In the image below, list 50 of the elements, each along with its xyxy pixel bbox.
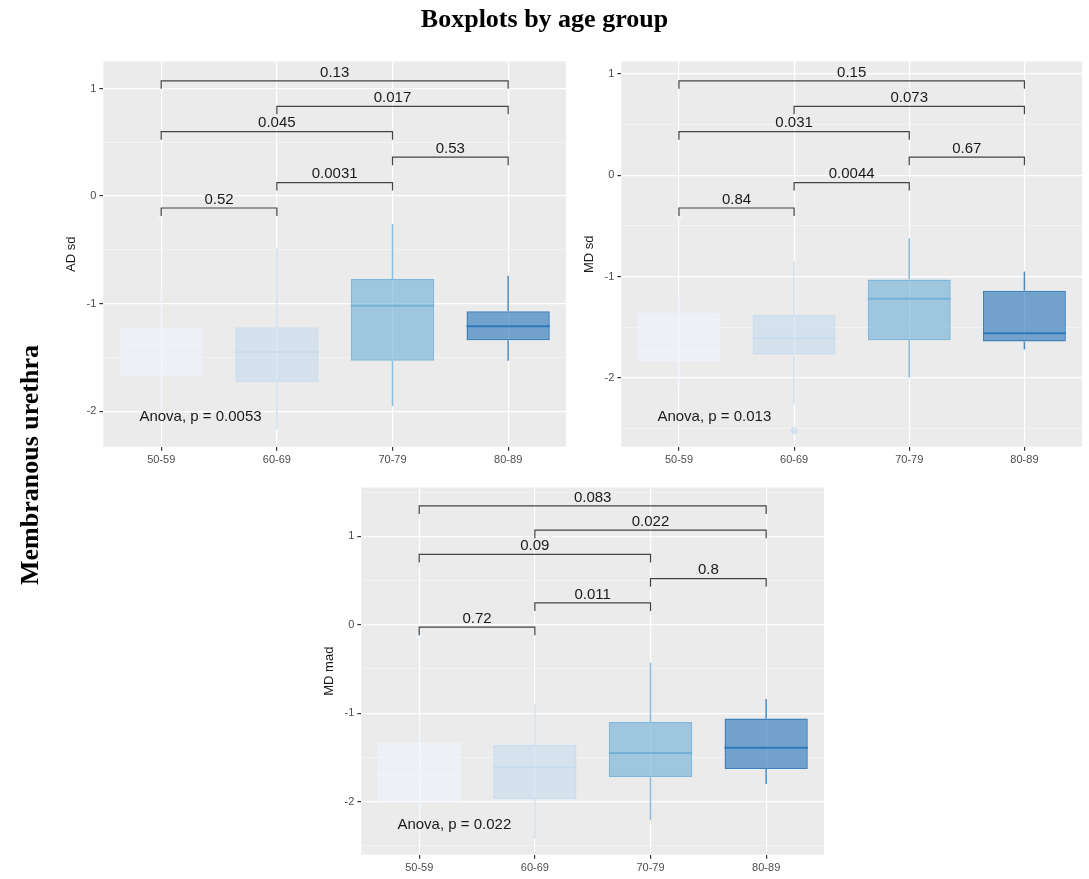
y-tick-label: -2 bbox=[86, 404, 97, 417]
annotation: 0.15 bbox=[837, 62, 867, 80]
x-tick-label: 80-89 bbox=[1010, 453, 1039, 466]
annotation: 0.13 bbox=[320, 62, 350, 80]
chart-title: Boxplots by age group bbox=[419, 4, 670, 34]
annotation: 0.022 bbox=[631, 511, 670, 529]
annotation: 0.0044 bbox=[828, 164, 875, 182]
y-tick-label: 0 bbox=[348, 617, 355, 630]
y-tick-label: 1 bbox=[608, 66, 615, 79]
annotation: 0.67 bbox=[952, 138, 982, 156]
x-tick-label: 60-69 bbox=[262, 453, 291, 466]
y-tick-label: -1 bbox=[344, 706, 355, 719]
x-tick-label: 50-59 bbox=[147, 453, 176, 466]
x-tick-label: 70-79 bbox=[895, 453, 924, 466]
annotation: Anova, p = 0.0053 bbox=[139, 406, 262, 424]
y-tick-label: -1 bbox=[86, 296, 97, 309]
x-tick-label: 70-79 bbox=[378, 453, 407, 466]
annotation: 0.045 bbox=[258, 113, 296, 131]
annotation: 0.8 bbox=[697, 560, 719, 578]
annotation: Anova, p = 0.013 bbox=[657, 406, 772, 424]
x-tick-label: 50-59 bbox=[664, 453, 694, 466]
annotation: 0.53 bbox=[435, 138, 465, 156]
y-tick-label: -2 bbox=[604, 370, 615, 383]
y-axis-title: MD sd bbox=[581, 235, 597, 273]
annotation: 0.09 bbox=[520, 536, 550, 554]
x-tick-label: 60-69 bbox=[780, 453, 809, 466]
y-tick-label: 1 bbox=[348, 529, 355, 542]
x-tick-label: 80-89 bbox=[752, 861, 781, 874]
annotation: 0.031 bbox=[775, 113, 813, 131]
annotation: Anova, p = 0.022 bbox=[397, 814, 512, 832]
annotation: 0.073 bbox=[890, 87, 929, 105]
y-axis-title: MD mad bbox=[321, 646, 337, 696]
annotation: 0.011 bbox=[574, 584, 611, 602]
x-tick-label: 70-79 bbox=[636, 861, 665, 874]
annotation: 0.017 bbox=[373, 87, 412, 105]
x-tick-label: 60-69 bbox=[520, 861, 549, 874]
annotation: 0.72 bbox=[462, 608, 492, 626]
annotation: 0.84 bbox=[721, 189, 752, 207]
y-tick-label: 0 bbox=[608, 168, 615, 181]
x-tick-label: 50-59 bbox=[405, 861, 434, 874]
y-tick-label: -1 bbox=[604, 269, 615, 282]
y-tick-label: -2 bbox=[344, 794, 355, 807]
y-axis-title: AD sd bbox=[63, 236, 79, 272]
annotation: 0.52 bbox=[204, 189, 234, 207]
annotation: 0.083 bbox=[573, 487, 612, 505]
y-tick-label: 1 bbox=[90, 81, 97, 94]
y-tick-label: 0 bbox=[90, 189, 97, 202]
x-tick-label: 80-89 bbox=[494, 453, 523, 466]
text: Membranous urethra bbox=[15, 344, 45, 586]
annotation: 0.0031 bbox=[311, 164, 358, 182]
